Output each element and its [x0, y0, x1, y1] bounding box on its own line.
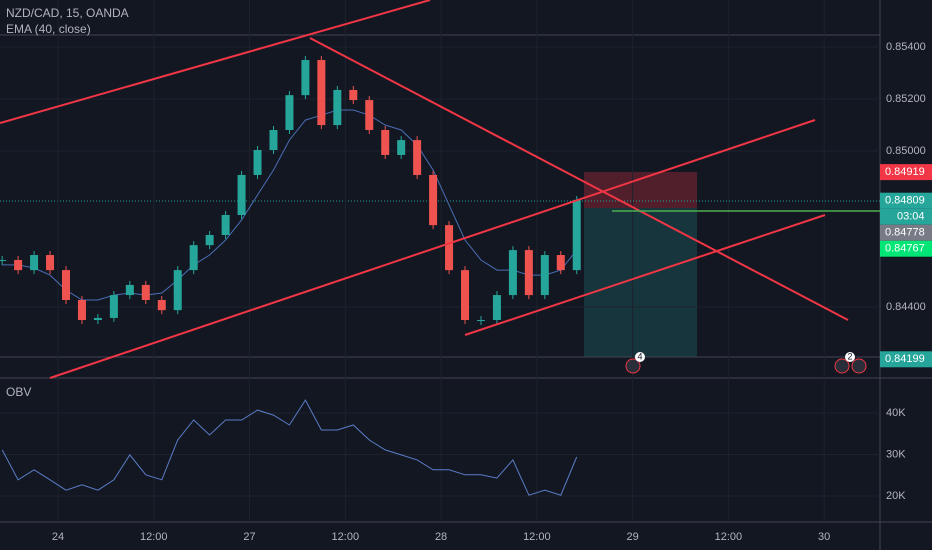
x-tick-label: 24 [52, 531, 64, 543]
trend-line [464, 214, 826, 336]
trend-lines [0, 0, 849, 379]
candle [524, 250, 533, 296]
badge-count: 2 [847, 351, 852, 361]
candle [429, 174, 438, 226]
obv-label: OBV [6, 385, 31, 399]
x-tick-label: 12:00 [523, 531, 551, 543]
candle [93, 317, 102, 321]
candle [285, 95, 294, 130]
y-tick-label: 0.85400 [886, 41, 926, 53]
badge[interactable]: 4 [625, 351, 645, 374]
candle [157, 300, 166, 311]
candle [253, 150, 262, 175]
candle [237, 174, 246, 215]
x-tick-label: 12:00 [140, 531, 168, 543]
symbol-title: NZD/CAD, 15, OANDA [6, 6, 129, 20]
candle [461, 270, 470, 321]
candle [269, 129, 278, 151]
price-label: 0.84199 [885, 353, 925, 365]
candle [109, 295, 118, 318]
y-tick-label: 0.85200 [886, 93, 926, 105]
candle [189, 245, 198, 271]
candle [77, 300, 86, 321]
trend-line [309, 37, 849, 321]
x-tick-label: 29 [626, 531, 638, 543]
badge-icon[interactable] [851, 358, 867, 374]
candle [0, 259, 7, 261]
candle [46, 255, 55, 271]
badge-icon[interactable] [834, 358, 850, 374]
price-label-box [880, 164, 932, 181]
price-label: 0.84809 [885, 195, 925, 207]
candle [30, 255, 39, 271]
trend-line [49, 119, 816, 379]
candle [221, 214, 230, 236]
price-label: 0.84919 [885, 166, 925, 178]
candle [397, 140, 406, 155]
candle [333, 89, 342, 126]
candle [205, 235, 214, 246]
y-tick-label: 0.85000 [886, 145, 926, 157]
candle [14, 259, 23, 271]
candle [508, 250, 517, 296]
badge-dot [845, 352, 855, 362]
candle [317, 60, 326, 126]
candle [365, 100, 374, 130]
countdown: 03:04 [897, 211, 925, 223]
candle [572, 199, 581, 271]
candle [556, 255, 565, 271]
price-label: 0.84767 [885, 243, 925, 255]
candle [61, 270, 70, 301]
price-label-box [880, 240, 932, 257]
candle [540, 255, 549, 296]
ema-line [2, 109, 578, 301]
candle [349, 89, 358, 101]
obv-line [1, 399, 578, 496]
candle [476, 320, 485, 322]
candle [413, 140, 422, 175]
badge-icon[interactable] [625, 358, 641, 374]
y-tick-label: 40K [886, 407, 906, 419]
y-tick-label: 0.84400 [886, 301, 926, 313]
candle [173, 270, 182, 311]
badge-dot [635, 352, 645, 362]
badge[interactable]: 2 [834, 351, 867, 374]
trend-line [0, 0, 431, 124]
candle [381, 129, 390, 155]
countdown-box [880, 208, 932, 225]
badge-count: 4 [637, 351, 642, 361]
indicator-label: EMA (40, close) [6, 22, 91, 36]
y-tick-label: 30K [886, 448, 906, 460]
y-tick-label: 20K [886, 490, 906, 502]
x-tick-label: 27 [243, 531, 255, 543]
candle [141, 284, 150, 301]
x-tick-label: 12:00 [332, 531, 360, 543]
x-tick-label: 30 [818, 531, 830, 543]
x-tick-label: 12:00 [715, 531, 743, 543]
position-target [584, 208, 697, 357]
candle [445, 225, 454, 271]
price-label-box [880, 351, 932, 368]
candle [125, 284, 134, 296]
price-label-box [880, 192, 932, 209]
price-label-box [880, 224, 932, 241]
x-tick-label: 28 [435, 531, 447, 543]
candle [492, 295, 501, 321]
price-label: 0.84778 [885, 227, 925, 239]
candle [301, 60, 310, 96]
